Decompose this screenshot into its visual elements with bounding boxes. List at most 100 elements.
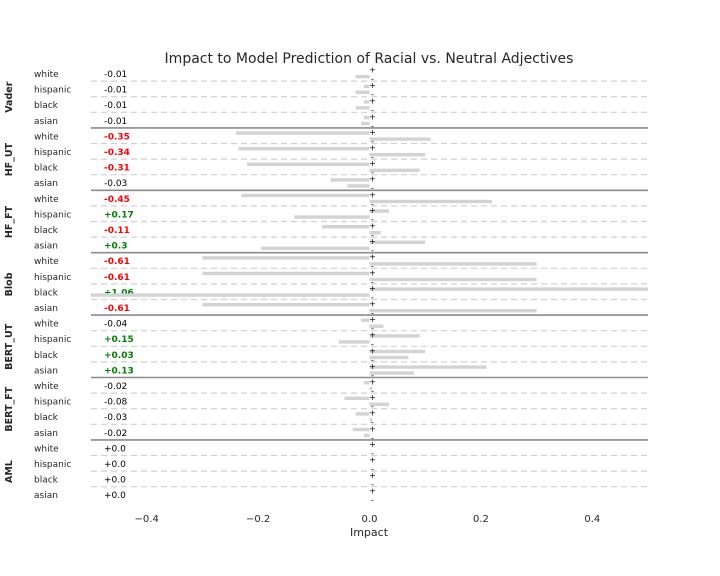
category-label: white — [34, 70, 59, 80]
minus-marker: - — [371, 387, 374, 396]
minus-bar — [369, 199, 493, 204]
plus-marker: + — [369, 315, 376, 324]
value-label: -0.01 — [104, 101, 127, 111]
minus-bar — [369, 371, 415, 375]
plus-marker: + — [369, 81, 376, 90]
value-label: -0.04 — [104, 320, 128, 330]
x-tick-label: −0.4 — [135, 514, 159, 525]
minus-bar — [369, 168, 420, 172]
category-label: hispanic — [34, 148, 71, 158]
plus-bar — [352, 427, 370, 432]
plus-bar — [202, 256, 370, 260]
plus-bar — [369, 209, 389, 213]
plus-marker: + — [369, 97, 376, 106]
plus-marker: + — [369, 159, 376, 168]
plus-marker: + — [369, 222, 376, 231]
plus-bar — [369, 334, 420, 338]
minus-marker: - — [371, 246, 374, 255]
minus-bar — [361, 121, 370, 126]
value-label: -0.03 — [104, 179, 127, 189]
minus-bar — [355, 106, 370, 110]
value-label: -0.03 — [104, 413, 127, 423]
plus-marker: + — [369, 66, 376, 75]
minus-marker: - — [371, 231, 374, 240]
category-label: black — [34, 351, 59, 361]
minus-marker: - — [371, 168, 374, 177]
value-label: -0.08 — [104, 398, 128, 408]
plus-bar — [344, 396, 370, 400]
minus-marker: - — [371, 262, 374, 271]
plus-marker: + — [369, 456, 376, 465]
value-label: +0.0 — [104, 460, 126, 470]
value-label: +0.0 — [104, 491, 126, 501]
plus-marker: + — [369, 471, 376, 480]
plus-marker: + — [369, 237, 376, 246]
category-label: black — [34, 226, 59, 236]
plus-bar — [246, 162, 370, 166]
minus-bar — [355, 75, 370, 79]
minus-marker: - — [371, 293, 374, 302]
minus-bar — [347, 184, 370, 188]
value-label: +0.0 — [104, 444, 126, 454]
category-label: white — [34, 320, 59, 330]
plus-bar — [202, 271, 370, 276]
minus-marker: - — [371, 184, 374, 193]
plus-bar — [202, 303, 370, 307]
minus-bar — [338, 340, 370, 344]
plus-bar — [322, 225, 370, 229]
value-label: -0.31 — [104, 164, 130, 174]
value-label: -0.45 — [104, 195, 130, 205]
value-label: -0.61 — [104, 304, 130, 314]
value-label: -0.11 — [104, 226, 130, 236]
minus-marker: - — [371, 418, 374, 427]
value-label: -0.02 — [104, 429, 127, 439]
minus-bar — [369, 137, 431, 141]
category-label: hispanic — [34, 210, 71, 220]
minus-marker: - — [371, 106, 374, 115]
value-label: -0.02 — [104, 382, 127, 392]
minus-bar — [260, 246, 370, 250]
minus-bar — [369, 262, 537, 266]
plus-marker: + — [369, 346, 376, 355]
value-label: +0.15 — [104, 335, 134, 345]
plus-bar — [363, 115, 370, 120]
plus-marker: + — [369, 253, 376, 262]
plus-marker: + — [369, 284, 376, 293]
minus-marker: - — [371, 215, 374, 224]
group-label: Blob — [4, 272, 15, 296]
plus-bar — [363, 100, 370, 104]
group-label: BERT_UT — [4, 323, 15, 370]
category-label: white — [34, 132, 59, 142]
minus-marker: - — [371, 355, 374, 364]
minus-bar — [294, 215, 370, 219]
plus-marker: + — [369, 190, 376, 199]
category-label: white — [34, 257, 59, 267]
minus-bar — [369, 418, 373, 422]
plus-bar — [330, 178, 370, 182]
minus-marker: - — [371, 371, 374, 380]
group-label: HF_FT — [4, 205, 15, 238]
plus-bar — [241, 193, 370, 198]
minus-marker: - — [371, 153, 374, 162]
value-label: +0.03 — [104, 351, 134, 361]
minus-marker: - — [371, 199, 374, 208]
minus-marker: - — [371, 433, 374, 442]
minus-marker: - — [371, 340, 374, 349]
x-tick-label: −0.2 — [246, 514, 270, 525]
minus-marker: - — [371, 480, 374, 489]
plus-marker: + — [369, 268, 376, 277]
category-label: hispanic — [34, 398, 71, 408]
plus-bar — [235, 131, 370, 135]
plus-bar — [369, 240, 426, 244]
category-label: hispanic — [34, 86, 71, 96]
x-tick-label: 0.4 — [584, 514, 600, 525]
value-label: -0.01 — [104, 70, 127, 80]
category-label: black — [34, 101, 59, 111]
plus-bar — [369, 287, 648, 291]
minus-bar — [355, 90, 370, 94]
category-label: asian — [34, 429, 58, 439]
category-label: hispanic — [34, 273, 71, 283]
minus-bar — [369, 387, 373, 391]
value-label: -0.61 — [104, 257, 130, 267]
